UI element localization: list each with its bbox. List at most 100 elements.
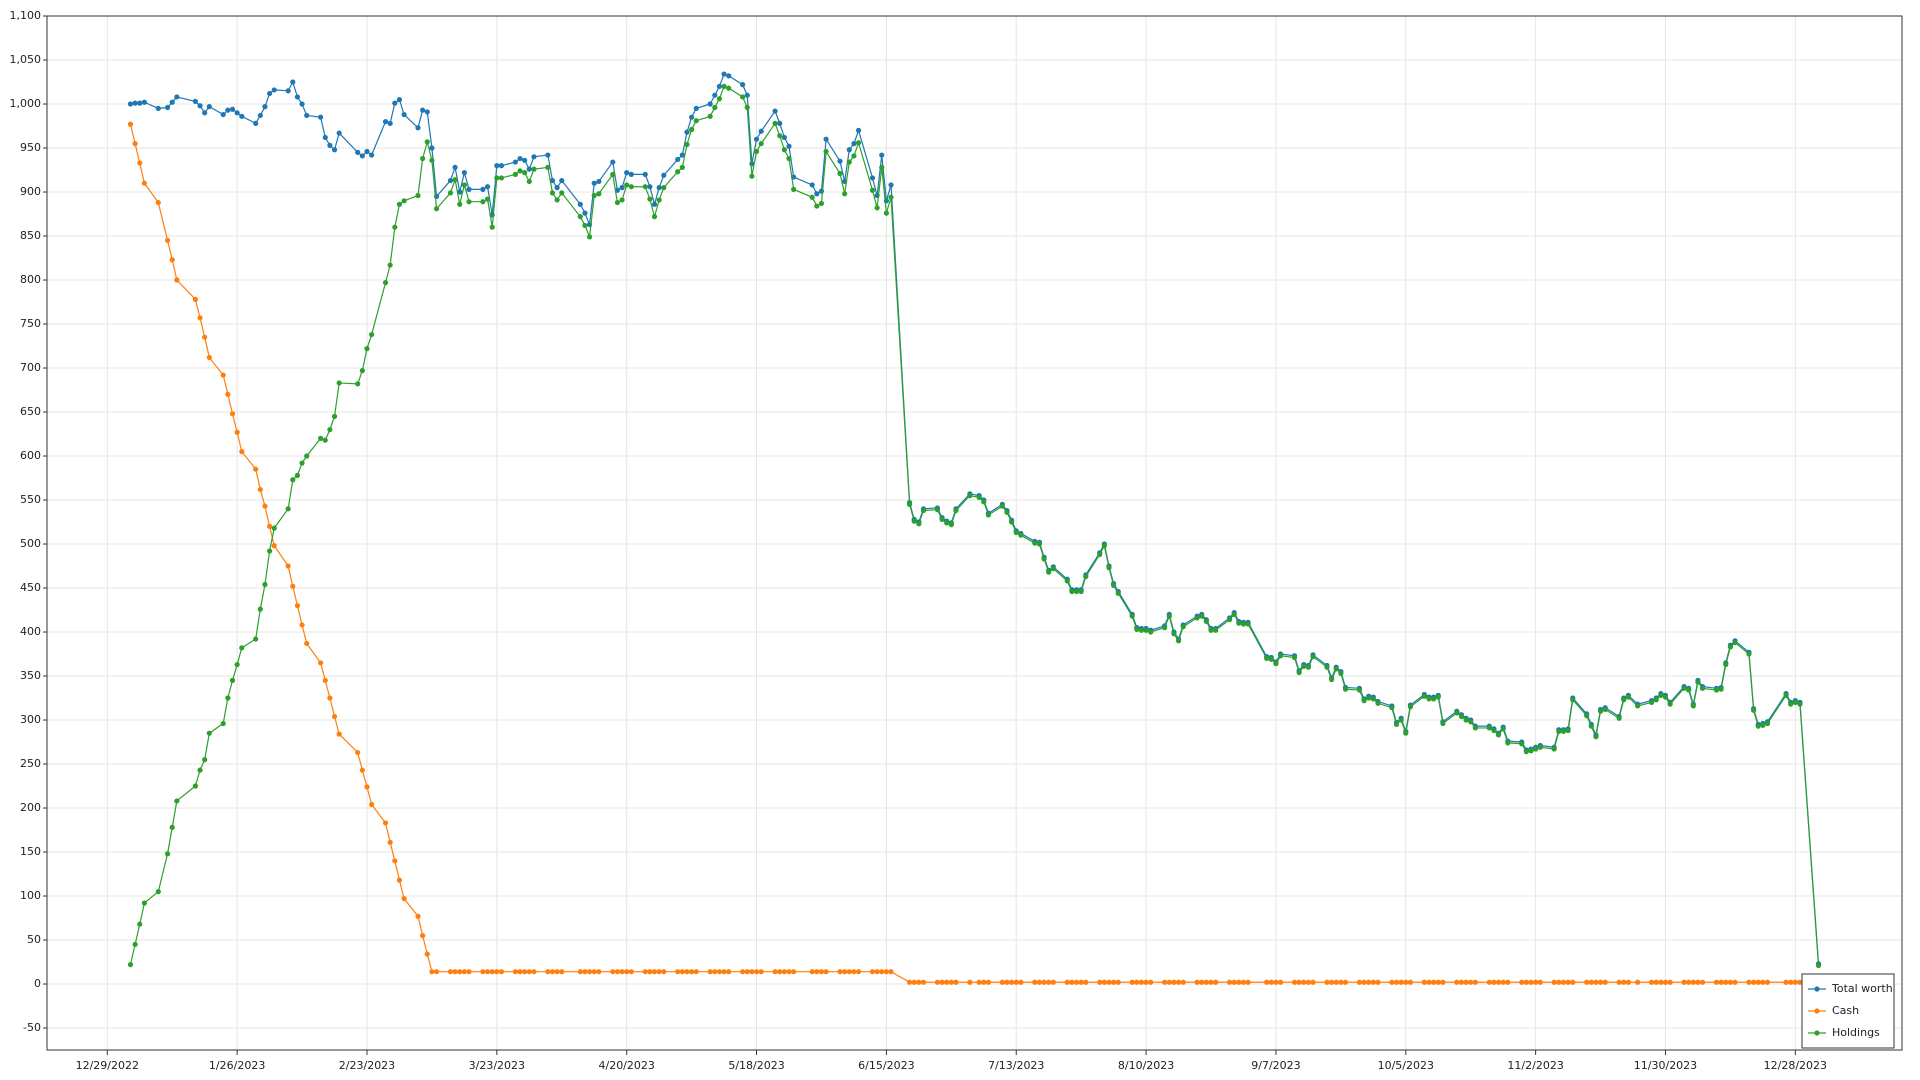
data-point (1435, 979, 1441, 985)
data-point (559, 190, 565, 196)
data-point (225, 391, 231, 397)
data-point (786, 143, 792, 149)
data-point (740, 969, 746, 975)
data-point (267, 548, 273, 554)
data-point (522, 157, 528, 163)
data-point (1695, 979, 1701, 985)
data-point (614, 199, 621, 206)
data-point (1551, 979, 1557, 985)
data-point (777, 133, 783, 139)
data-point (1458, 713, 1465, 720)
data-point (758, 969, 764, 975)
data-point (549, 190, 556, 196)
data-point (512, 171, 518, 177)
data-point (726, 969, 732, 975)
data-point (1129, 613, 1135, 619)
data-point (392, 858, 398, 864)
data-point (424, 951, 430, 957)
data-point (985, 979, 992, 985)
data-point (290, 583, 296, 589)
data-point (939, 979, 945, 985)
data-point (1199, 613, 1205, 619)
data-point (1073, 588, 1080, 595)
x-tick-label: 5/18/2023 (728, 1059, 784, 1072)
data-point (1755, 979, 1761, 985)
data-point (823, 148, 829, 155)
data-point (1361, 698, 1367, 704)
data-point (127, 121, 134, 127)
data-point (498, 969, 505, 975)
data-point (322, 677, 328, 684)
data-point (1648, 699, 1655, 706)
data-point (1528, 979, 1534, 985)
data-point (1389, 979, 1395, 985)
data-point (1495, 979, 1502, 985)
legend-label: Total worth (1831, 982, 1893, 995)
data-point (1635, 979, 1641, 985)
data-point (976, 979, 982, 985)
data-point (1695, 679, 1701, 685)
data-point (1296, 669, 1302, 676)
data-point (656, 969, 662, 975)
data-point (447, 190, 454, 196)
data-point (484, 184, 491, 190)
data-point (336, 380, 342, 386)
data-point (545, 152, 551, 158)
data-point (614, 969, 621, 975)
data-point (415, 192, 421, 199)
data-point (396, 97, 403, 103)
data-point (1083, 573, 1089, 580)
data-point (879, 164, 885, 170)
data-point (1602, 706, 1608, 713)
data-point (610, 969, 616, 975)
data-point (331, 147, 338, 153)
data-point (726, 85, 732, 91)
data-point (531, 166, 537, 172)
data-point (1328, 979, 1335, 985)
data-point (392, 100, 398, 106)
data-point (192, 98, 198, 104)
data-point (874, 969, 880, 975)
data-point (1310, 979, 1316, 985)
data-point (1537, 979, 1543, 985)
data-point (582, 969, 588, 975)
data-point (1236, 979, 1242, 985)
data-point (879, 969, 885, 975)
data-point (382, 280, 389, 286)
data-point (647, 196, 653, 202)
data-point (948, 522, 954, 528)
data-point (1686, 979, 1692, 985)
data-point (1718, 979, 1724, 985)
data-point (1338, 979, 1344, 985)
data-point (225, 107, 231, 113)
data-point (944, 520, 950, 526)
y-tick-label: 800 (20, 273, 41, 286)
data-point (420, 107, 426, 113)
data-point (1041, 556, 1047, 562)
y-tick-label: 0 (34, 977, 41, 990)
data-point (981, 979, 987, 985)
y-tick-label: 600 (20, 449, 41, 462)
data-point (1194, 615, 1200, 621)
data-point (526, 178, 532, 185)
data-point (1537, 744, 1543, 750)
data-point (883, 210, 889, 216)
data-point (234, 110, 240, 116)
data-point (1431, 979, 1437, 985)
data-point (1069, 979, 1075, 985)
x-tick-label: 2/23/2023 (339, 1059, 395, 1072)
x-tick-label: 3/23/2023 (469, 1059, 525, 1072)
data-point (712, 92, 718, 98)
data-point (781, 147, 787, 153)
data-point (382, 119, 389, 125)
data-point (1398, 717, 1404, 723)
data-point (457, 189, 463, 195)
data-point (1815, 962, 1822, 969)
data-point (299, 460, 305, 466)
data-point (781, 134, 787, 141)
data-point (1783, 692, 1789, 698)
data-point (1166, 979, 1172, 985)
data-point (846, 147, 852, 153)
y-tick-label: 700 (20, 361, 41, 374)
data-point (545, 164, 551, 170)
